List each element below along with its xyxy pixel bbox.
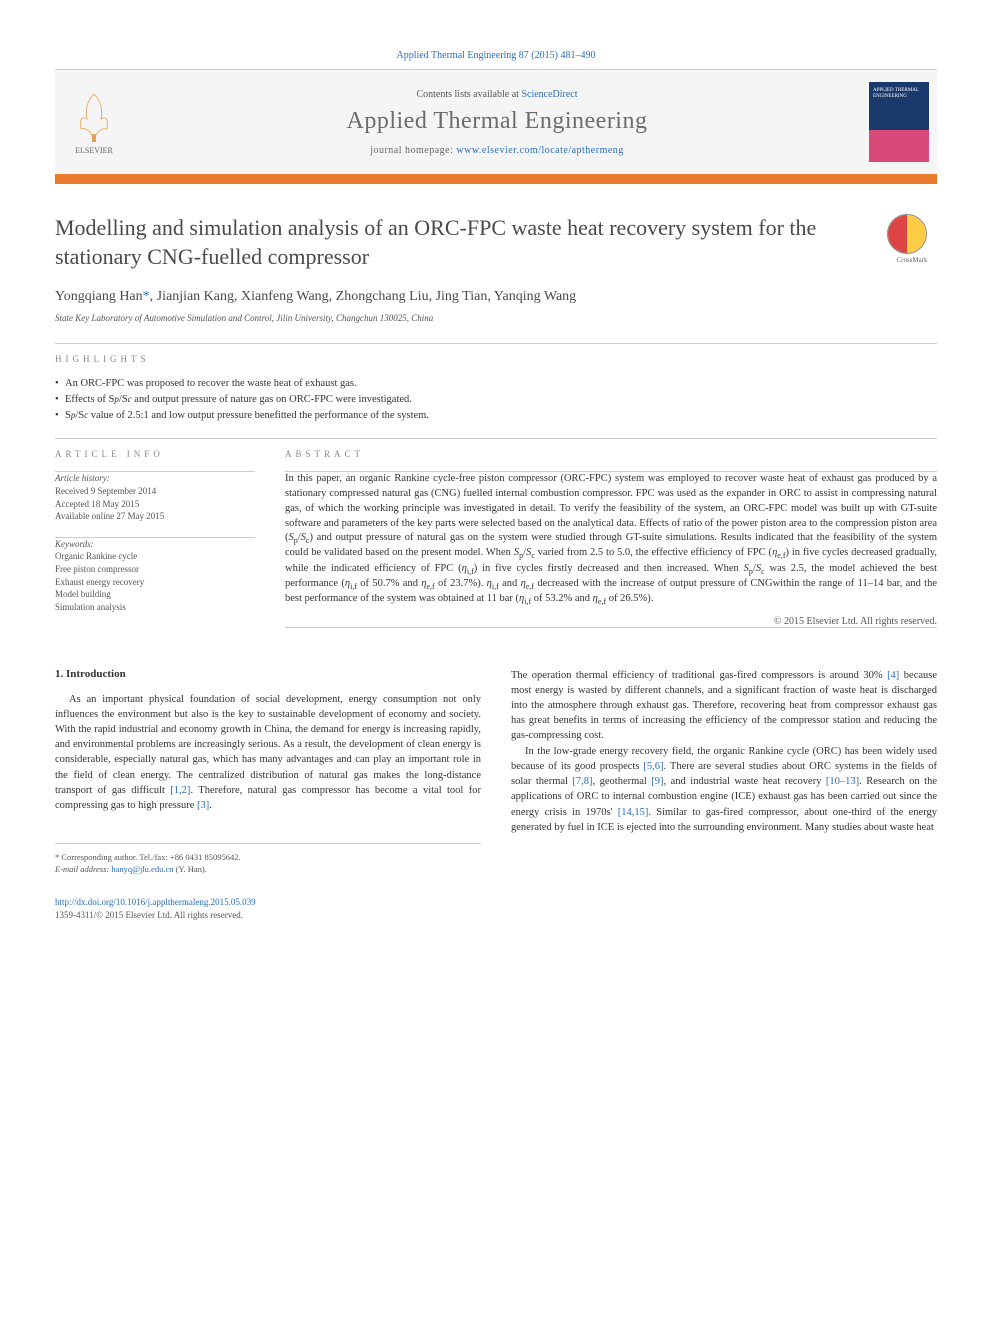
- section-1-heading: 1. Introduction: [55, 668, 481, 680]
- online-date: Available online 27 May 2015: [55, 510, 255, 523]
- article-info-heading: ARTICLE INFO: [55, 449, 255, 459]
- journal-name: Applied Thermal Engineering: [125, 108, 869, 135]
- contents-available: Contents lists available at ScienceDirec…: [125, 89, 869, 100]
- corr-tel: * Corresponding author. Tel./fax: +86 04…: [55, 852, 481, 864]
- article-title: Modelling and simulation analysis of an …: [55, 214, 872, 271]
- body-left-column: 1. Introduction As an important physical…: [55, 668, 481, 877]
- keyword: Free piston compressor: [55, 563, 255, 576]
- keyword: Model building: [55, 588, 255, 601]
- doi-link[interactable]: http://dx.doi.org/10.1016/j.applthermale…: [55, 897, 256, 907]
- ref-link[interactable]: [10–13]: [826, 776, 859, 787]
- homepage-line: journal homepage: www.elsevier.com/locat…: [125, 145, 869, 156]
- citation-link[interactable]: Applied Thermal Engineering 87 (2015) 48…: [397, 50, 596, 61]
- crossmark-badge[interactable]: CrossMark: [887, 214, 937, 264]
- issn-copyright: 1359-4311/© 2015 Elsevier Ltd. All right…: [55, 909, 937, 922]
- ref-link[interactable]: [5,6]: [643, 761, 663, 772]
- keywords-block: Keywords: Organic Rankine cycle Free pis…: [55, 538, 255, 614]
- crossmark-label: CrossMark: [887, 256, 937, 264]
- abstract-heading: ABSTRACT: [285, 449, 937, 459]
- journal-header-band: ELSEVIER Contents lists available at Sci…: [55, 70, 937, 174]
- highlights-list: An ORC-FPC was proposed to recover the w…: [55, 376, 937, 423]
- keyword: Exhaust energy recovery: [55, 576, 255, 589]
- article-history: Article history: Received 9 September 20…: [55, 472, 255, 522]
- divider: [285, 627, 937, 628]
- ref-link[interactable]: [9]: [651, 776, 663, 787]
- ref-link[interactable]: [4]: [887, 670, 899, 681]
- elsevier-tree-icon: [69, 89, 119, 144]
- keywords-label: Keywords:: [55, 538, 255, 551]
- crossmark-icon: [887, 214, 927, 254]
- accent-bar: [55, 174, 937, 184]
- intro-para-1: As an important physical foundation of s…: [55, 692, 481, 814]
- keyword: Simulation analysis: [55, 601, 255, 614]
- highlight-item: Effects of Sp/Sc and output pressure of …: [55, 392, 937, 408]
- journal-cover-thumbnail: [869, 82, 929, 162]
- publisher-name: ELSEVIER: [75, 146, 113, 155]
- email-suffix: (Y. Han).: [173, 864, 206, 874]
- sciencedirect-link[interactable]: ScienceDirect: [521, 89, 577, 100]
- keyword: Organic Rankine cycle: [55, 550, 255, 563]
- email-label: E-mail address:: [55, 864, 111, 874]
- ref-link[interactable]: [14,15]: [618, 807, 649, 818]
- highlight-item: Sp/Sc value of 2.5:1 and low output pres…: [55, 408, 937, 424]
- authors-list: Yongqiang Han*, Jianjian Kang, Xianfeng …: [55, 289, 937, 305]
- intro-para-3: In the low-grade energy recovery field, …: [511, 744, 937, 835]
- page-footer: http://dx.doi.org/10.1016/j.applthermale…: [55, 896, 937, 921]
- body-right-column: The operation thermal efficiency of trad…: [511, 668, 937, 877]
- corresponding-author-note: * Corresponding author. Tel./fax: +86 04…: [55, 843, 481, 876]
- ref-link[interactable]: [7,8]: [572, 776, 592, 787]
- publisher-logo: ELSEVIER: [55, 89, 125, 155]
- divider: [55, 343, 937, 344]
- accepted-date: Accepted 18 May 2015: [55, 498, 255, 511]
- ref-link[interactable]: [3]: [197, 800, 209, 811]
- received-date: Received 9 September 2014: [55, 485, 255, 498]
- abstract-text: In this paper, an organic Rankine cycle-…: [285, 472, 937, 607]
- intro-para-2: The operation thermal efficiency of trad…: [511, 668, 937, 744]
- homepage-url[interactable]: www.elsevier.com/locate/apthermeng: [456, 145, 623, 156]
- corr-email-link[interactable]: hanyq@jlu.edu.cn: [111, 864, 173, 874]
- citation-header: Applied Thermal Engineering 87 (2015) 48…: [55, 50, 937, 61]
- ref-link[interactable]: [1,2]: [170, 785, 190, 796]
- homepage-label: journal homepage:: [370, 145, 456, 156]
- contents-text: Contents lists available at: [416, 89, 521, 100]
- history-label: Article history:: [55, 472, 255, 485]
- highlights-heading: HIGHLIGHTS: [55, 354, 937, 364]
- affiliation: State Key Laboratory of Automotive Simul…: [55, 313, 937, 323]
- abstract-copyright: © 2015 Elsevier Ltd. All rights reserved…: [285, 616, 937, 627]
- highlight-item: An ORC-FPC was proposed to recover the w…: [55, 376, 937, 392]
- corresponding-marker: *: [143, 289, 150, 304]
